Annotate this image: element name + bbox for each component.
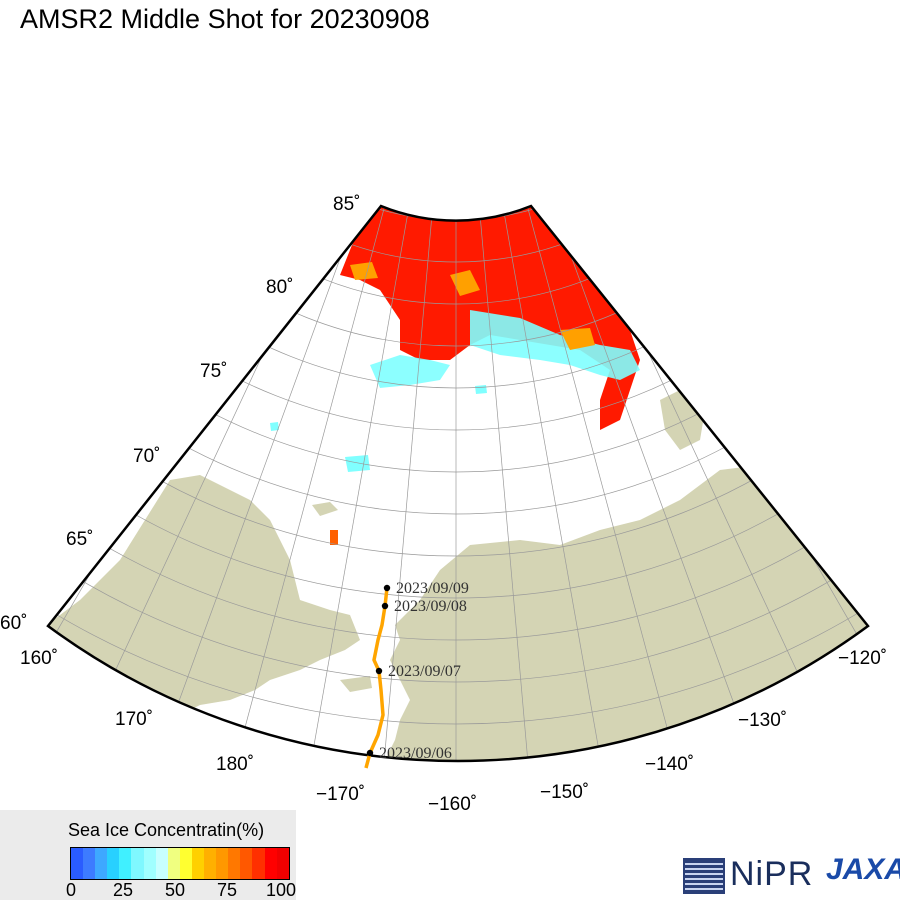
- colorbar-cell: [131, 848, 144, 879]
- track-point: [381, 602, 389, 610]
- nipr-logo-icon: [683, 858, 725, 894]
- land-wrangel-island: [312, 502, 338, 516]
- lon-label-minus-120: −120˚: [838, 648, 887, 669]
- lon-label-minus-160: −160˚: [428, 794, 477, 815]
- track-date-label: 2023/09/07: [388, 663, 461, 680]
- legend-tick-0: 0: [65, 880, 77, 900]
- legend-tick-50: 50: [164, 880, 186, 900]
- legend-tick-100: 100: [265, 880, 297, 900]
- lat-label-75: 75˚: [200, 361, 227, 382]
- sea-ice-floe-3: [270, 422, 279, 431]
- nipr-logo-text: NiPR: [730, 855, 814, 893]
- legend-title: Sea Ice Concentratin(%): [68, 820, 265, 840]
- colorbar-cell: [95, 848, 108, 879]
- lon-label-170: 170˚: [115, 709, 153, 730]
- colorbar-cell: [143, 848, 156, 879]
- colorbar-cell: [216, 848, 229, 879]
- colorbar: [70, 847, 290, 880]
- lat-label-60: 60˚: [0, 613, 27, 634]
- sea-ice-floe-2: [475, 385, 487, 394]
- map-title: AMSR2 Middle Shot for 20230908: [20, 4, 430, 34]
- colorbar-cell: [167, 848, 180, 879]
- sea-ice-patch-1: [450, 270, 480, 296]
- sea-ice-floe-1: [345, 455, 370, 472]
- land-st-lawrence-island: [340, 676, 372, 692]
- sea-ice-margin: [470, 310, 640, 380]
- track-date-label: 2023/09/06: [379, 745, 452, 762]
- lon-label-minus-150: −150˚: [540, 782, 589, 803]
- colorbar-cell: [119, 848, 132, 879]
- colorbar-cell: [240, 848, 253, 879]
- sea-ice-margin-west: [370, 355, 450, 388]
- track-date-label: 2023/09/08: [394, 598, 467, 615]
- track-point: [383, 584, 391, 592]
- legend-tick-75: 75: [216, 880, 238, 900]
- sea-ice-floe-4: [330, 530, 338, 545]
- colorbar-cell: [71, 848, 84, 879]
- track-point: [375, 667, 383, 675]
- lon-label-minus-170: −170˚: [316, 784, 365, 805]
- colorbar-cell: [83, 848, 96, 879]
- colorbar-cell: [191, 848, 205, 879]
- colorbar-cell: [107, 848, 120, 879]
- lon-label-180: 180˚: [216, 754, 254, 775]
- lat-label-85: 85˚: [333, 194, 360, 215]
- track-point: [366, 749, 374, 757]
- lat-label-65: 65˚: [66, 529, 93, 550]
- lon-label-160: 160˚: [20, 648, 58, 669]
- lon-label-minus-130: −130˚: [738, 710, 787, 731]
- colorbar-cell: [179, 848, 192, 879]
- colorbar-cell: [264, 848, 277, 879]
- track-date-label: 2023/09/09: [396, 580, 469, 597]
- colorbar-cell: [228, 848, 241, 879]
- colorbar-cell: [276, 848, 289, 879]
- lat-label-80: 80˚: [266, 277, 293, 298]
- legend-panel: Sea Ice Concentratin(%) 0 25 50 75 100: [0, 810, 296, 900]
- legend-tick-25: 25: [112, 880, 134, 900]
- colorbar-cell: [204, 848, 217, 879]
- land-siberia: [48, 475, 360, 730]
- lon-label-minus-140: −140˚: [645, 754, 694, 775]
- map-frame: [46, 204, 870, 763]
- lat-label-70: 70˚: [133, 446, 160, 467]
- jaxa-logo-text: JAXA: [826, 853, 900, 886]
- sea-ice-patch-3: [350, 262, 378, 280]
- colorbar-cell: [155, 848, 168, 879]
- colorbar-cell: [252, 848, 265, 879]
- sea-ice-patch-2: [560, 328, 595, 350]
